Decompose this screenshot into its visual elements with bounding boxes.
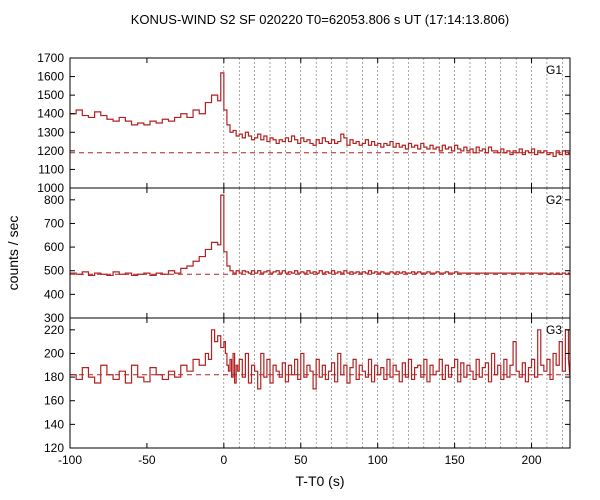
data-line [70, 330, 570, 389]
x-tick-label: 0 [221, 453, 228, 467]
y-tick-label: 1500 [37, 88, 64, 102]
y-tick-label: 400 [44, 287, 64, 301]
y-axis-label: counts / sec [5, 216, 21, 291]
x-tick-label: 200 [522, 453, 542, 467]
panel-border [70, 188, 570, 318]
y-tick-label: 180 [44, 370, 64, 384]
y-tick-label: 140 [44, 417, 64, 431]
chart-container: KONUS-WIND S2 SF 020220 T0=62053.806 s U… [0, 0, 600, 500]
y-tick-label: 1100 [38, 162, 64, 176]
x-tick-label: 50 [294, 453, 308, 467]
y-tick-label: 1300 [37, 125, 64, 139]
y-tick-label: 600 [44, 240, 64, 254]
panel-label: G1 [546, 63, 562, 77]
y-tick-label: 500 [44, 264, 64, 278]
y-tick-label: 700 [44, 216, 64, 230]
chart-title: KONUS-WIND S2 SF 020220 T0=62053.806 s U… [131, 12, 510, 27]
y-tick-label: 1700 [37, 51, 64, 65]
panel-border [70, 58, 570, 188]
chart-svg: KONUS-WIND S2 SF 020220 T0=62053.806 s U… [0, 0, 600, 500]
y-tick-label: 1600 [37, 70, 64, 84]
x-tick-label: 100 [368, 453, 388, 467]
panel-label: G3 [546, 323, 562, 337]
panel-border [70, 318, 570, 448]
x-tick-label: 150 [445, 453, 465, 467]
y-tick-label: 800 [44, 193, 64, 207]
x-tick-label: -100 [58, 453, 82, 467]
y-tick-label: 1400 [37, 107, 64, 121]
data-line [70, 195, 570, 275]
panel-label: G2 [546, 193, 562, 207]
x-axis-label: T-T0 (s) [296, 473, 345, 489]
y-tick-label: 160 [44, 394, 64, 408]
y-tick-label: 200 [44, 346, 64, 360]
x-tick-label: -50 [138, 453, 156, 467]
y-tick-label: 220 [44, 323, 64, 337]
data-line [70, 73, 570, 157]
y-tick-label: 1200 [37, 144, 64, 158]
